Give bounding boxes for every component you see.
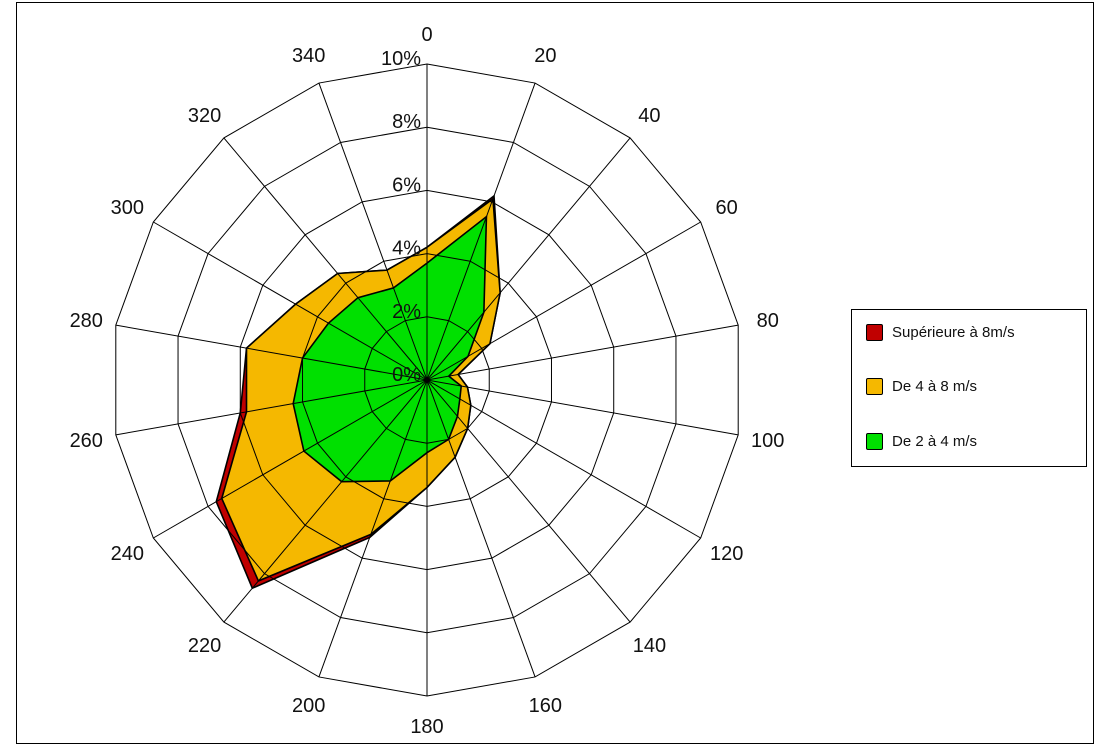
direction-label-120: 120 <box>710 543 743 565</box>
direction-label-280: 280 <box>70 310 103 332</box>
direction-label-180: 180 <box>410 716 443 738</box>
direction-label-300: 300 <box>111 197 144 219</box>
radial-tick-5: 10% <box>381 48 421 70</box>
direction-label-220: 220 <box>188 635 221 657</box>
legend-swatch-0 <box>866 324 883 341</box>
radial-tick-0: 0% <box>392 364 421 386</box>
spoke-60 <box>426 221 701 381</box>
direction-label-160: 160 <box>529 695 562 717</box>
legend-item-0: Supérieure à 8m/s <box>866 324 1015 341</box>
spoke-120 <box>426 379 701 539</box>
spoke-300 <box>153 221 428 381</box>
direction-label-100: 100 <box>751 430 784 452</box>
spoke-160 <box>426 379 536 678</box>
wind-rose-chart: 0 20 40 60 80 100 120 140 160 180 200 220 240 260 280 3… <box>70 24 785 738</box>
legend-item-2: De 2 à 4 m/s <box>866 433 977 450</box>
radial-tick-4: 8% <box>392 111 421 133</box>
legend-label-1: De 4 à 8 m/s <box>892 378 978 395</box>
spoke-80 <box>426 324 739 381</box>
direction-label-340: 340 <box>292 45 325 67</box>
spoke-220 <box>223 379 428 623</box>
legend-swatch-1 <box>866 378 883 395</box>
direction-label-40: 40 <box>638 105 660 127</box>
radial-tick-2: 4% <box>392 238 421 260</box>
legend-swatch-2 <box>866 433 883 450</box>
direction-label-140: 140 <box>633 635 666 657</box>
spoke-200 <box>318 379 428 678</box>
direction-label-20: 20 <box>534 45 556 67</box>
direction-label-260: 260 <box>70 430 103 452</box>
spoke-40 <box>426 137 631 381</box>
spoke-20 <box>426 82 536 381</box>
spoke-280 <box>115 324 428 381</box>
legend: Supérieure à 8m/s De 4 à 8 m/s De 2 à 4 … <box>851 309 1087 467</box>
spoke-240 <box>153 379 428 539</box>
spoke-260 <box>115 379 428 436</box>
chart-frame: 0 20 40 60 80 100 120 140 160 180 200 220 240 260 280 3… <box>16 2 1094 744</box>
legend-label-2: De 2 à 4 m/s <box>892 433 978 450</box>
spoke-340 <box>318 82 428 381</box>
direction-label-60: 60 <box>716 197 738 219</box>
direction-label-200: 200 <box>292 695 325 717</box>
spoke-320 <box>223 137 428 381</box>
center-dot <box>424 377 430 383</box>
legend-label-0: Supérieure à 8m/s <box>892 324 1015 341</box>
spoke-140 <box>426 379 631 623</box>
direction-label-80: 80 <box>757 310 779 332</box>
direction-label-240: 240 <box>111 543 144 565</box>
direction-label-0: 0 <box>421 24 432 46</box>
radial-tick-3: 6% <box>392 174 421 196</box>
legend-item-1: De 4 à 8 m/s <box>866 378 977 395</box>
spoke-100 <box>426 379 739 436</box>
radial-tick-1: 2% <box>392 301 421 323</box>
direction-label-320: 320 <box>188 105 221 127</box>
